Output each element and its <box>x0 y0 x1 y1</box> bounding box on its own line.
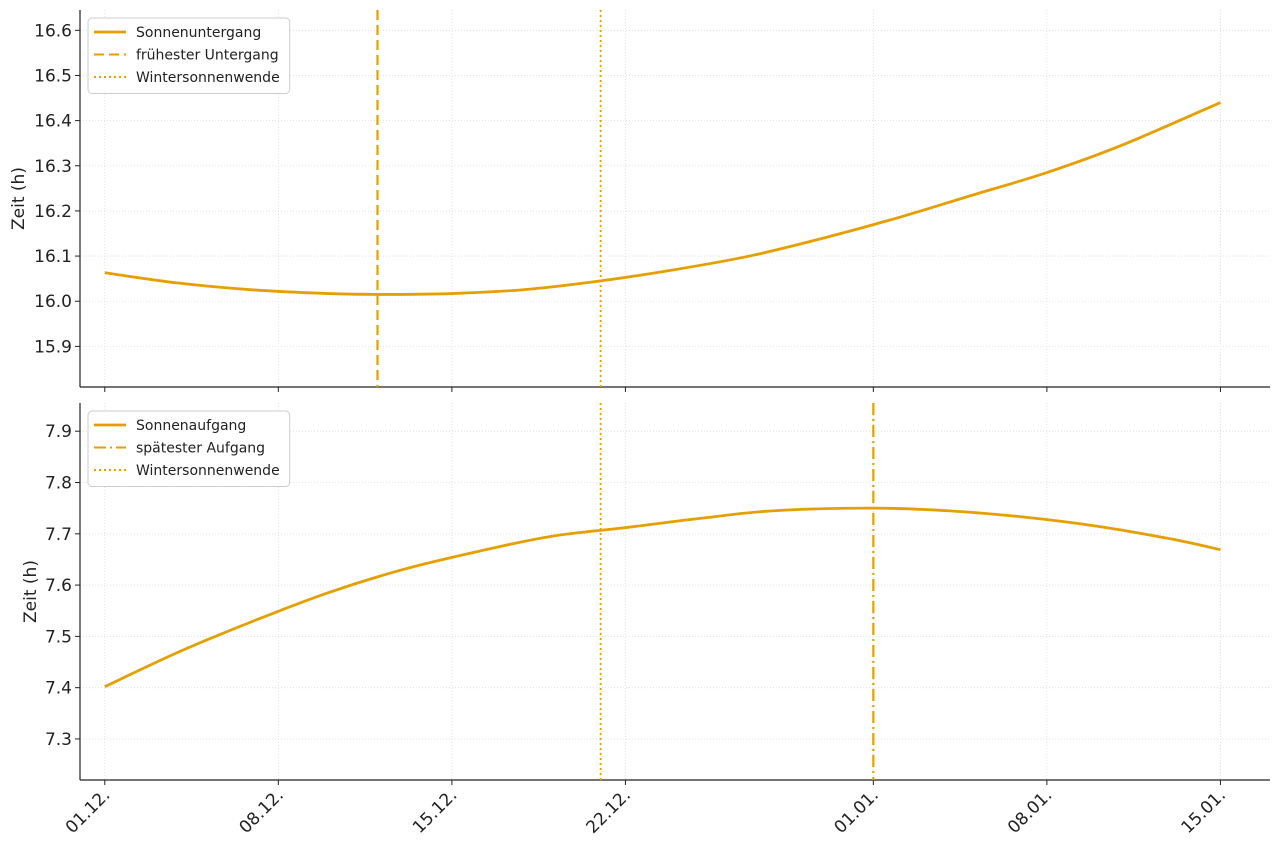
series-line <box>104 506 1221 688</box>
legend-label: spätester Aufgang <box>136 441 265 457</box>
legend-label: Wintersonnenwende <box>136 463 280 479</box>
legend-box <box>87 17 291 94</box>
chart-panel-2: 7.3 7.4 7.5 7.6 7.7 7.8 7.9 01.12. 08.12. 15.12. 2… <box>21 403 1270 838</box>
x-tick-label: 01.12. <box>62 785 114 837</box>
legend-label: Sonnenuntergang <box>136 25 261 41</box>
y-tick-label: 7.5 <box>45 627 72 647</box>
x-tick-label: 15.01. <box>1178 785 1230 837</box>
legend-label: Wintersonnenwende <box>136 70 280 86</box>
y-tick-label: 7.9 <box>45 422 72 442</box>
x-tick-label: 08.01. <box>1004 785 1056 837</box>
x-tick-label: 15.12. <box>409 785 461 837</box>
x-tick-label: 01.01. <box>830 785 882 837</box>
y-tick-label: 7.6 <box>45 576 72 596</box>
y-tick-label: 16.2 <box>34 202 72 222</box>
legend-box <box>87 410 291 487</box>
y-tick-label: 16.1 <box>34 247 72 267</box>
y-tick-label: 7.4 <box>45 679 72 699</box>
x-tick-label: 08.12. <box>235 785 287 837</box>
x-tick-label: 22.12. <box>583 785 635 837</box>
y-tick-label: 15.9 <box>34 337 72 357</box>
y-axis-title: Zeit (h) <box>21 560 41 623</box>
legend-label: Sonnenaufgang <box>136 418 246 434</box>
chart-panel-1: 15.9 16.0 16.1 16.2 16.3 16.4 16.5 16.6 Zeit (h)… <box>9 10 1270 392</box>
y-tick-label: 16.5 <box>34 66 72 86</box>
legend: Sonnenaufgang spätester Aufgang Wintersonn… <box>87 410 291 487</box>
legend: Sonnenuntergang frühester Untergang Winter… <box>87 17 291 94</box>
y-tick-label: 16.0 <box>34 292 72 312</box>
y-tick-label: 16.3 <box>34 157 72 177</box>
y-tick-label: 16.6 <box>34 21 72 41</box>
series-line <box>104 101 1221 296</box>
y-tick-label: 16.4 <box>34 112 72 132</box>
y-tick-label: 7.3 <box>45 730 72 750</box>
y-axis-title: Zeit (h) <box>9 167 29 230</box>
y-tick-label: 7.8 <box>45 474 72 494</box>
legend-label: frühester Untergang <box>136 48 279 64</box>
y-tick-label: 7.7 <box>45 525 72 545</box>
